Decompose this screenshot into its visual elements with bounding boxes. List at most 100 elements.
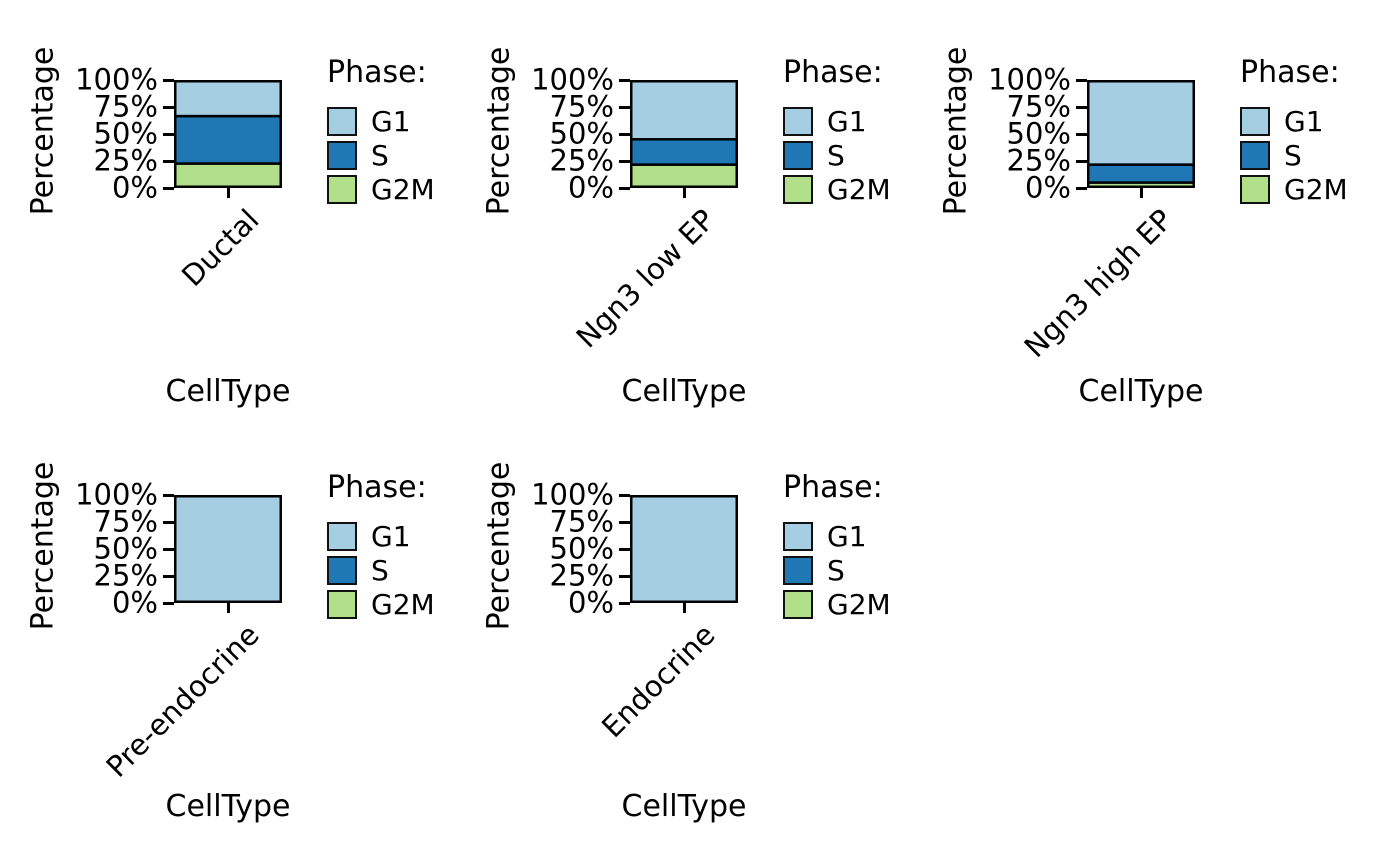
legend-label-g2m: G2M	[827, 172, 891, 206]
y-tick-mark	[1076, 105, 1087, 109]
legend-swatch-g2m-icon	[783, 590, 813, 619]
y-tick-label: 100%	[531, 62, 614, 97]
y-tick-mark	[163, 105, 174, 109]
legend-label-s: S	[1284, 138, 1302, 172]
x-tick-mark	[682, 188, 686, 198]
y-tick-label: 75%	[93, 504, 158, 539]
y-tick-mark	[619, 105, 630, 109]
y-tick-mark	[1076, 159, 1087, 163]
legend-label-g1: G1	[371, 104, 411, 138]
y-tick-mark	[163, 601, 174, 605]
legend: Phase: G1 S G2M	[783, 469, 891, 623]
x-axis-label: CellType	[621, 374, 747, 409]
legend-label-g2m: G2M	[371, 587, 435, 621]
legend-swatch-g2m-icon	[783, 175, 813, 204]
bar-segment-g1	[174, 80, 282, 118]
bar-segment-g1	[174, 495, 282, 603]
legend-item-g2m: G2M	[327, 589, 435, 620]
y-axis: 0% 25% 50% 75% 100%	[0, 415, 456, 830]
y-tick-label: 50%	[1006, 116, 1071, 151]
legend-swatch-g1-icon	[783, 522, 813, 551]
bar-segment-g2m	[630, 163, 738, 188]
legend-title: Phase:	[783, 55, 883, 90]
y-tick-label: 75%	[549, 504, 614, 539]
legend-item-s: S	[783, 140, 891, 171]
y-tick-mark	[163, 520, 174, 524]
bar-segment-g2m	[174, 162, 282, 188]
subplot-ductal: Percentage 0% 25% 50% 75% 100% Ductal CellTy…	[0, 0, 456, 415]
y-tick-mark	[619, 601, 630, 605]
legend-item-g2m: G2M	[1240, 174, 1348, 205]
legend-item-g1: G1	[783, 106, 891, 137]
stacked-bar-plot	[1087, 80, 1195, 188]
legend: Phase: G1 S G2M	[1240, 54, 1348, 208]
y-tick-label: 75%	[1006, 89, 1071, 124]
legend-title: Phase:	[327, 470, 427, 505]
y-tick-label: 25%	[93, 143, 158, 178]
legend-label-s: S	[371, 553, 389, 587]
y-tick-label: 100%	[75, 477, 158, 512]
legend-label-g2m: G2M	[827, 587, 891, 621]
y-tick-label: 25%	[549, 558, 614, 593]
x-axis-label: CellType	[1078, 374, 1204, 409]
y-tick-mark	[619, 574, 630, 578]
legend-label-s: S	[827, 553, 845, 587]
x-axis-label: CellType	[621, 789, 747, 824]
legend-label-s: S	[371, 138, 389, 172]
legend-swatch-g1-icon	[783, 107, 813, 136]
x-tick-mark	[226, 603, 230, 613]
subplot-endocrine: Percentage 0% 25% 50% 75% 100% Endocrine Cel…	[456, 415, 912, 830]
legend-item-s: S	[327, 140, 435, 171]
subplot-ngn3-high-ep: Percentage 0% 25% 50% 75% 100% Ngn3 high EP …	[913, 0, 1369, 415]
legend-item-g1: G1	[327, 521, 435, 552]
legend-label-g1: G1	[827, 519, 867, 553]
y-tick-label: 50%	[93, 116, 158, 151]
legend-item-g2m: G2M	[783, 174, 891, 205]
legend-swatch-g2m-icon	[327, 590, 357, 619]
y-tick-label: 75%	[549, 89, 614, 124]
subplot-ngn3-low-ep: Percentage 0% 25% 50% 75% 100% Ngn3 low EP C…	[456, 0, 912, 415]
bar-segment-g1	[630, 80, 738, 141]
y-tick-label: 0%	[1024, 170, 1071, 205]
y-tick-mark	[163, 547, 174, 551]
stacked-bar-plot	[630, 80, 738, 188]
x-tick-mark	[226, 188, 230, 198]
legend-swatch-g1-icon	[1240, 107, 1270, 136]
y-tick-mark	[1076, 132, 1087, 136]
bar-segment-g1	[1087, 80, 1195, 166]
legend-label-g1: G1	[827, 104, 867, 138]
y-tick-mark	[163, 574, 174, 578]
y-tick-mark	[163, 78, 174, 82]
legend-swatch-s-icon	[783, 141, 813, 170]
legend-label-g2m: G2M	[1284, 172, 1348, 206]
legend-item-g2m: G2M	[327, 174, 435, 205]
y-tick-label: 0%	[567, 170, 614, 205]
x-tick-mark	[1139, 188, 1143, 198]
y-tick-mark	[619, 78, 630, 82]
stacked-bar-plot	[174, 495, 282, 603]
y-tick-label: 50%	[549, 531, 614, 566]
legend: Phase: G1 S G2M	[327, 54, 435, 208]
legend-item-s: S	[327, 555, 435, 586]
legend-label-g1: G1	[1284, 104, 1324, 138]
legend-title: Phase:	[783, 470, 883, 505]
y-tick-label: 50%	[93, 531, 158, 566]
y-tick-mark	[619, 186, 630, 190]
legend-title: Phase:	[1240, 55, 1340, 90]
x-axis-label: CellType	[165, 374, 291, 409]
y-axis: 0% 25% 50% 75% 100%	[456, 415, 912, 830]
y-axis: 0% 25% 50% 75% 100%	[0, 0, 456, 415]
y-tick-label: 25%	[1006, 143, 1071, 178]
bar-segment-g1	[630, 495, 738, 603]
y-tick-label: 0%	[111, 585, 158, 620]
y-tick-mark	[163, 132, 174, 136]
legend-item-g2m: G2M	[783, 589, 891, 620]
y-tick-mark	[163, 186, 174, 190]
y-tick-label: 0%	[111, 170, 158, 205]
legend-label-g2m: G2M	[371, 172, 435, 206]
legend-swatch-s-icon	[1240, 141, 1270, 170]
bar-segment-s	[174, 114, 282, 165]
y-tick-mark	[1076, 78, 1087, 82]
y-tick-label: 75%	[93, 89, 158, 124]
legend: Phase: G1 S G2M	[327, 469, 435, 623]
